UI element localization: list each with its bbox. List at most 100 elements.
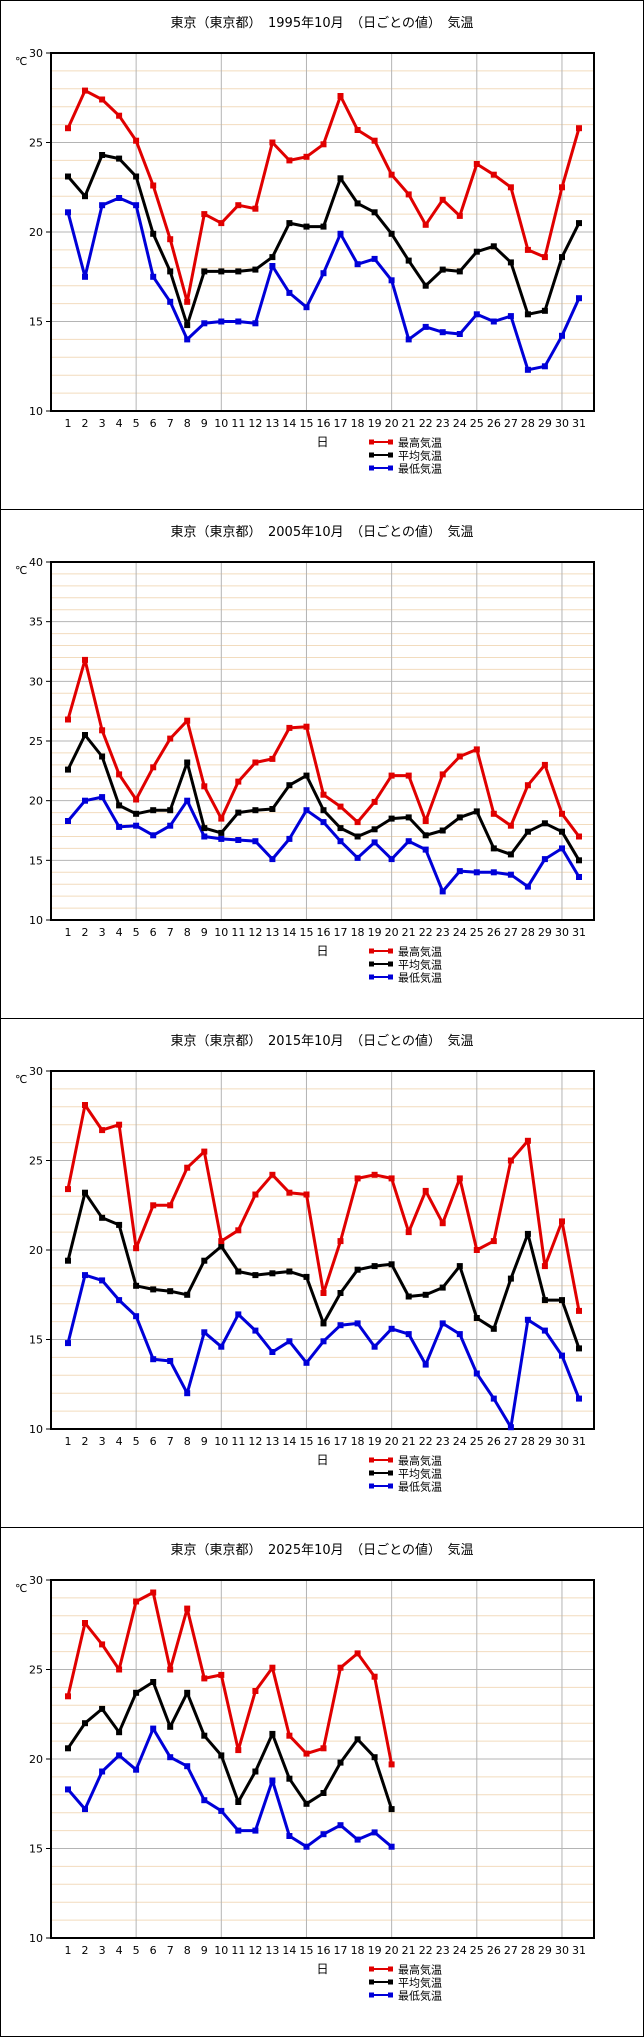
data-point [507, 1157, 514, 1164]
y-tick-label: 20 [29, 226, 43, 239]
data-point [507, 1424, 514, 1431]
chart-title-1995: 東京（東京都） 1995年10月 （日ごとの値） 気温 [170, 16, 474, 31]
data-point [252, 205, 259, 212]
data-point [99, 96, 106, 103]
data-point [116, 1297, 123, 1304]
x-tick-label: 16 [317, 1435, 331, 1448]
data-point [576, 295, 582, 302]
data-point [405, 772, 412, 779]
data-point [201, 783, 208, 790]
data-point [65, 716, 71, 723]
data-point [167, 1666, 174, 1673]
data-point [99, 1277, 106, 1284]
data-point [184, 717, 191, 724]
chart-title-2015: 東京（東京都） 2015年10月 （日ごとの値） 気温 [170, 1034, 474, 1049]
data-point [269, 1730, 276, 1737]
data-point [286, 1338, 293, 1345]
x-tick-label: 28 [521, 417, 535, 430]
x-tick-label: 29 [538, 926, 552, 939]
data-point [167, 822, 174, 829]
x-tick-label: 3 [99, 1944, 106, 1957]
data-point [303, 772, 310, 779]
data-point [235, 809, 242, 816]
legend-label: 平均気温 [398, 449, 442, 463]
data-point [388, 1761, 395, 1768]
data-point [354, 854, 361, 861]
data-point [473, 1315, 480, 1321]
data-point [473, 161, 480, 167]
legend-marker [369, 974, 374, 980]
data-point [439, 1220, 446, 1227]
data-point [337, 1238, 344, 1245]
legend-marker [369, 1457, 374, 1463]
data-point [354, 261, 361, 268]
x-tick-label: 1 [65, 1435, 72, 1448]
data-point [405, 336, 412, 343]
x-tick-label: 13 [265, 1435, 279, 1448]
data-point [167, 1288, 174, 1295]
data-point [99, 152, 106, 158]
x-tick-label: 25 [470, 926, 484, 939]
y-tick-label: 25 [29, 1664, 43, 1677]
data-point [405, 814, 412, 821]
x-tick-label: 9 [201, 1944, 208, 1957]
x-tick-label: 16 [317, 417, 331, 430]
data-point [82, 1272, 88, 1279]
x-tick-label: 12 [248, 926, 262, 939]
legend-marker [369, 961, 374, 967]
data-point [559, 1352, 565, 1359]
x-tick-label: 20 [385, 926, 399, 939]
data-point [388, 1261, 395, 1268]
data-point [422, 323, 429, 330]
x-tick-label: 7 [167, 926, 174, 939]
data-point [524, 828, 531, 835]
data-point [541, 1297, 548, 1304]
data-point [337, 838, 344, 845]
data-point [150, 832, 157, 839]
data-point [456, 1263, 463, 1270]
legend-marker [369, 1470, 374, 1476]
x-tick-label: 1 [65, 417, 72, 430]
series-line-平均気温 [66, 1680, 394, 1810]
data-point [218, 835, 225, 842]
series-line-最低気温 [66, 1727, 393, 1849]
data-point [184, 797, 191, 804]
x-tick-label: 8 [184, 1435, 191, 1448]
data-point [354, 1266, 361, 1273]
data-point [303, 304, 310, 311]
data-point [167, 1754, 174, 1761]
series-line-最低気温 [66, 1273, 581, 1429]
data-point [303, 1750, 310, 1757]
data-point [65, 1786, 71, 1793]
legend-marker [369, 465, 374, 471]
chart-panel-2005: 東京（東京都） 2005年10月 （日ごとの値） 気温 10 15 20 25 30 35… [0, 509, 644, 1019]
data-point [337, 825, 344, 832]
data-point [218, 1343, 225, 1350]
data-point [201, 1675, 208, 1682]
data-point [82, 656, 88, 663]
data-point [371, 1263, 378, 1270]
data-point [388, 171, 395, 178]
data-point [167, 1723, 174, 1730]
data-point [456, 868, 463, 875]
data-point [65, 1186, 71, 1193]
data-point [150, 273, 157, 280]
x-tick-label: 29 [538, 1944, 552, 1957]
data-point [65, 209, 71, 216]
x-tick-label: 23 [436, 417, 450, 430]
data-point [184, 1164, 191, 1171]
x-tick-label: 17 [334, 417, 348, 430]
y-tick-label: 25 [29, 137, 43, 150]
data-point [167, 807, 174, 814]
legend-label: 最低気温 [398, 1989, 442, 2003]
data-point [116, 1121, 123, 1128]
data-point [576, 1307, 582, 1314]
data-point [388, 1175, 395, 1182]
y-tick-label: 15 [29, 1334, 43, 1347]
y-tick-label: 10 [29, 914, 43, 927]
data-point [133, 822, 140, 829]
x-tick-label: 17 [334, 1435, 348, 1448]
y-tick-label: 20 [29, 795, 43, 808]
y-unit-label: ℃ [15, 55, 27, 68]
